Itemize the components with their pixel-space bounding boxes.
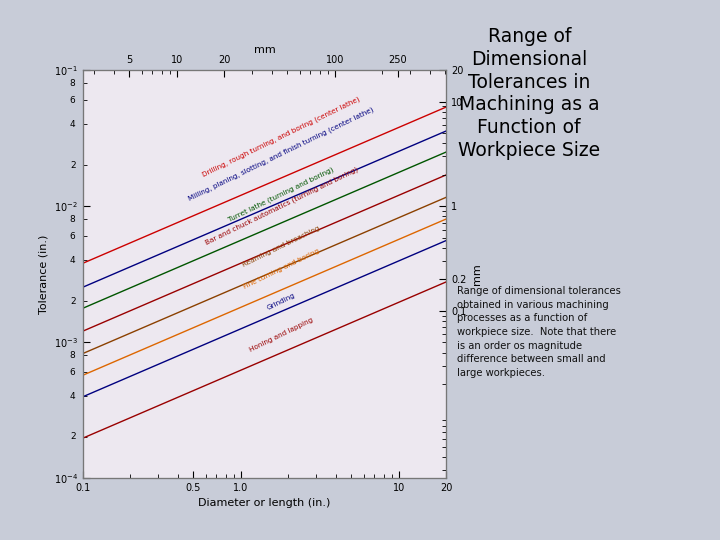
X-axis label: Diameter or length (in.): Diameter or length (in.) [199, 498, 330, 508]
Text: 4: 4 [70, 120, 76, 129]
Text: Drilling, rough turning, and boring (center lathe): Drilling, rough turning, and boring (cen… [202, 96, 361, 178]
Text: Milling, planing, slotting, and finish turning (center lathe): Milling, planing, slotting, and finish t… [187, 106, 375, 202]
Text: 4: 4 [70, 392, 76, 401]
Text: 2: 2 [70, 433, 76, 442]
Text: Range of
Dimensional
Tolerances in
Machining as a
Function of
Workpiece Size: Range of Dimensional Tolerances in Machi… [458, 27, 600, 160]
Text: 4: 4 [70, 255, 76, 265]
Text: 8: 8 [70, 215, 76, 224]
Text: Bar and chuck automatics (turning and boring): Bar and chuck automatics (turning and bo… [204, 166, 359, 246]
Y-axis label: mm: mm [472, 263, 482, 285]
X-axis label: mm: mm [253, 45, 276, 55]
Text: Honing and lapping: Honing and lapping [248, 316, 314, 353]
Text: 6: 6 [70, 96, 76, 105]
Text: 6: 6 [70, 368, 76, 376]
Y-axis label: Tolerance (in.): Tolerance (in.) [38, 234, 48, 314]
Text: 2: 2 [70, 161, 76, 170]
Text: Range of dimensional tolerances
obtained in various machining
processes as a fun: Range of dimensional tolerances obtained… [457, 286, 621, 378]
Text: Grinding: Grinding [266, 293, 297, 312]
Text: Fine turning and boring: Fine turning and boring [242, 248, 320, 290]
Text: 2: 2 [70, 296, 76, 306]
Text: Reaming and broaching: Reaming and broaching [241, 225, 321, 268]
Text: Turret lathe (turning and boring): Turret lathe (turning and boring) [228, 166, 335, 223]
Text: 8: 8 [70, 350, 76, 360]
Text: 6: 6 [70, 232, 76, 241]
Text: 8: 8 [70, 79, 76, 88]
